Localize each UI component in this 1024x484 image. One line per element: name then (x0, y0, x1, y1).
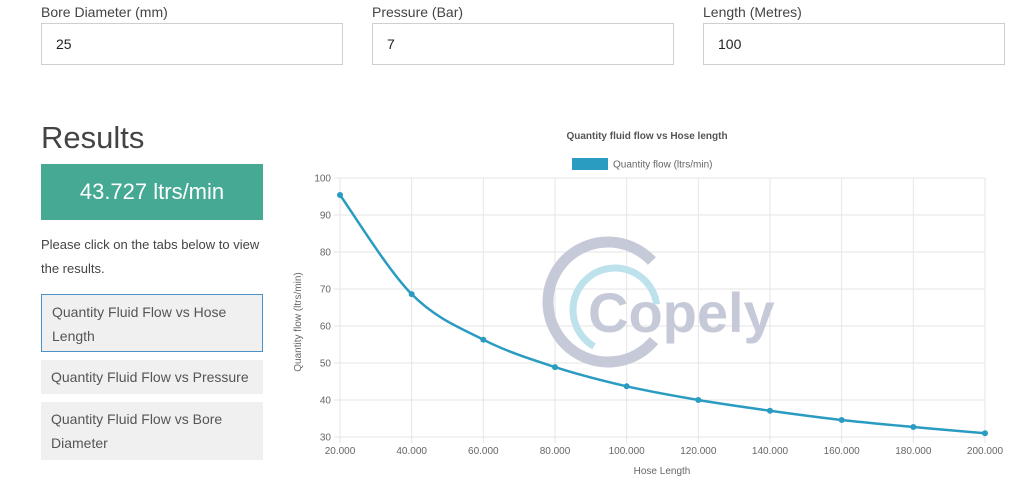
y-tick-label: 60 (320, 322, 332, 333)
data-point (838, 416, 845, 423)
data-point (480, 336, 487, 343)
pressure-label: Pressure (Bar) (372, 4, 464, 20)
y-tick-label: 50 (320, 359, 332, 370)
y-tick-label: 30 (320, 433, 332, 444)
tab-flow-vs-pressure[interactable]: Quantity Fluid Flow vs Pressure (41, 360, 263, 394)
x-tick-label: 200.000 (967, 446, 1004, 457)
x-tick-label: 80.000 (540, 446, 571, 457)
legend-swatch (572, 158, 608, 170)
data-point (408, 291, 415, 298)
data-point (982, 430, 988, 437)
chart-title: Quantity fluid flow vs Hose length (566, 131, 727, 142)
data-point (337, 192, 343, 199)
x-tick-label: 100.000 (609, 446, 646, 457)
x-tick-label: 20.000 (325, 446, 356, 457)
data-point (910, 424, 917, 431)
bore-diameter-input[interactable] (41, 23, 343, 65)
tab-flow-vs-hose-length[interactable]: Quantity Fluid Flow vs Hose Length (41, 294, 263, 352)
bore-diameter-label: Bore Diameter (mm) (41, 4, 168, 20)
pressure-input[interactable] (372, 23, 674, 65)
x-tick-label: 40.000 (396, 446, 427, 457)
legend-label: Quantity flow (ltrs/min) (613, 160, 712, 171)
y-tick-label: 70 (320, 285, 332, 296)
data-point (623, 383, 630, 390)
tab-flow-vs-bore-diameter[interactable]: Quantity Fluid Flow vs Bore Diameter (41, 402, 263, 460)
x-tick-label: 120.000 (680, 446, 717, 457)
watermark-text: Copely (588, 281, 775, 344)
data-point (695, 397, 702, 403)
flow-result-value: 43.727 ltrs/min (41, 164, 263, 220)
copely-watermark: Copely (542, 236, 775, 368)
length-input[interactable] (703, 23, 1005, 65)
y-tick-label: 80 (320, 248, 332, 259)
results-hint: Please click on the tabs below to view t… (41, 237, 260, 276)
series-line-quantity-flow (338, 194, 986, 435)
x-axis-title: Hose Length (634, 466, 691, 477)
x-tick-label: 60.000 (468, 446, 499, 457)
y-axis-title: Quantity flow (ltrs/min) (293, 272, 304, 371)
y-tick-label: 40 (320, 396, 332, 407)
data-point (552, 364, 558, 371)
y-tick-label: 100 (314, 174, 331, 185)
results-heading: Results (41, 120, 145, 155)
flow-chart: Copely Quantity fluid flow vs Hose lengt… (285, 120, 1020, 484)
length-label: Length (Metres) (703, 4, 802, 20)
data-point (767, 407, 773, 414)
x-tick-label: 160.000 (824, 446, 861, 457)
y-tick-label: 90 (320, 211, 332, 222)
x-tick-label: 140.000 (752, 446, 789, 457)
x-tick-label: 180.000 (895, 446, 932, 457)
